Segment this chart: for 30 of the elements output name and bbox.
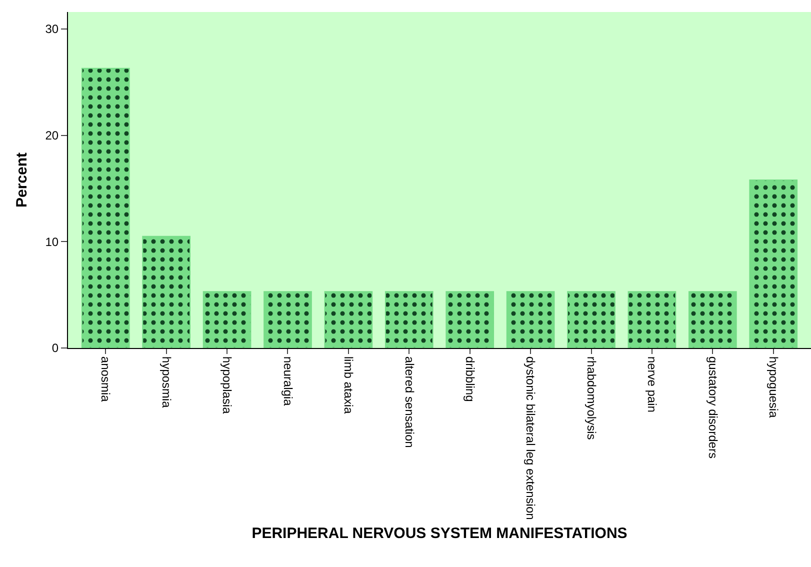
- bar: [264, 291, 312, 348]
- bar: [688, 291, 737, 348]
- x-tick-label: dribbling: [462, 356, 477, 402]
- y-tick-label: 20: [45, 128, 59, 143]
- x-tick-label: gustatory disorders: [706, 356, 720, 458]
- x-tick-label: altered sensation: [402, 356, 416, 448]
- bar: [749, 180, 798, 348]
- bar: [506, 291, 555, 348]
- x-axis-title: PERIPHERAL NERVOUS SYSTEM MANIFESTATIONS: [252, 524, 628, 542]
- x-tick-label: hyposmia: [159, 356, 174, 408]
- y-tick-label: 10: [45, 234, 59, 249]
- x-tick-label: hypoplasia: [220, 356, 234, 414]
- bar: [446, 291, 494, 348]
- y-tick-label: 30: [45, 22, 59, 36]
- y-axis-title: Percent: [13, 152, 30, 208]
- x-tick-label: rhabdomyolysis: [584, 356, 598, 440]
- bar: [81, 68, 130, 348]
- x-tick-label: hypoguesia: [766, 356, 780, 418]
- bar: [567, 291, 616, 348]
- x-tick-label: neuralgia: [280, 356, 295, 406]
- bar: [202, 291, 252, 348]
- bar: [142, 236, 191, 348]
- bar: [324, 291, 373, 348]
- x-tick-label: dystonic bilateral leg extension: [524, 356, 538, 520]
- bar: [628, 291, 676, 348]
- x-tick-label: anosmia: [98, 356, 113, 402]
- bar: [384, 291, 434, 348]
- x-tick-label: limb ataxia: [342, 356, 356, 414]
- y-tick-label: 0: [52, 341, 59, 356]
- x-tick-label: nerve pain: [645, 356, 660, 412]
